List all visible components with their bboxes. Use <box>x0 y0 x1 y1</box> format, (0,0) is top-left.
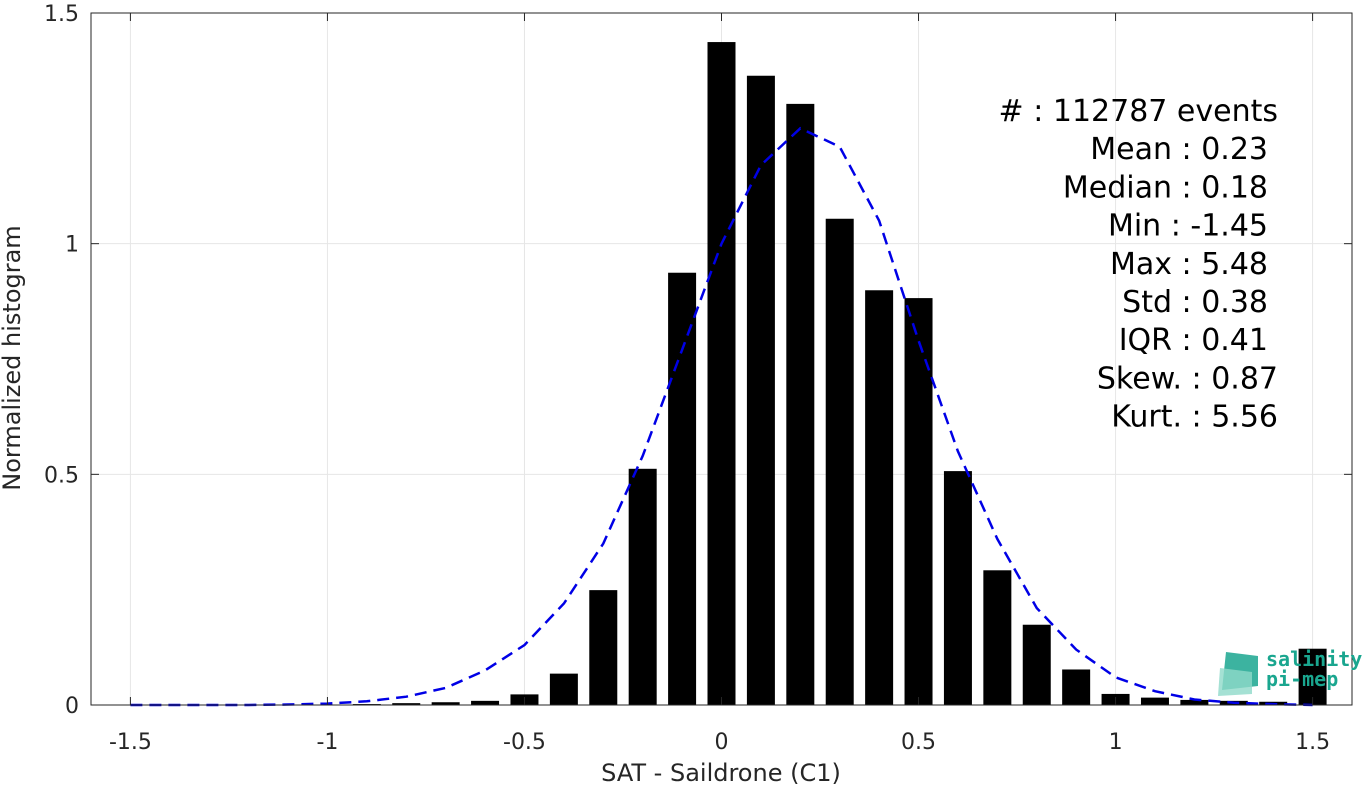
y-tick-label: 1.5 <box>44 2 79 27</box>
x-tick-label: -1.5 <box>109 730 152 755</box>
histogram-bar <box>983 570 1012 705</box>
histogram-bars <box>274 42 1327 705</box>
histogram-bar <box>392 703 421 705</box>
y-tick-label: 1 <box>65 233 79 258</box>
x-tick-label: 1 <box>1109 730 1123 755</box>
x-tick-label: 0 <box>715 730 729 755</box>
histogram-bar <box>549 673 578 705</box>
histogram-bar <box>746 75 775 705</box>
stat-line: Kurt. : 5.56 <box>1111 400 1278 435</box>
histogram-bar <box>786 103 815 705</box>
x-axis-ticks: -1.5 -1 -0.5 0 0.5 1 1.5 <box>109 13 1330 755</box>
logo-wave-icon-2 <box>1218 668 1252 696</box>
salinity-pimep-logo: salinity pi-mep <box>1218 647 1362 696</box>
stat-line: Skew. : 0.87 <box>1097 361 1278 396</box>
histogram-bar <box>707 42 736 705</box>
stat-line: # : 112787 events <box>999 94 1278 129</box>
y-tick-label: 0.5 <box>44 463 79 488</box>
y-tick-label: 0 <box>65 694 79 719</box>
logo-line-1: salinity <box>1266 647 1362 671</box>
stat-line: IQR : 0.41 <box>1119 323 1268 358</box>
histogram-bar <box>589 590 618 705</box>
histogram-bar <box>668 272 697 705</box>
histogram-bar <box>1140 697 1169 705</box>
x-tick-label: 1.5 <box>1295 730 1330 755</box>
x-tick-label: -0.5 <box>503 730 546 755</box>
stat-line: Std : 0.38 <box>1122 285 1268 320</box>
histogram-bar <box>1062 669 1091 705</box>
stat-line: Median : 0.18 <box>1063 170 1268 205</box>
x-axis-label: SAT - Saildrone (C1) <box>601 759 841 785</box>
stat-line: Min : -1.45 <box>1108 209 1268 244</box>
histogram-bar <box>825 218 854 705</box>
histogram-bar <box>431 702 460 705</box>
logo-line-2: pi-mep <box>1266 667 1338 691</box>
histogram-bar <box>1298 648 1327 705</box>
histogram-bar <box>904 298 933 705</box>
histogram-bar <box>1022 624 1051 705</box>
x-tick-label: -1 <box>316 730 338 755</box>
histogram-bar <box>1180 699 1209 705</box>
histogram-bar <box>865 290 894 705</box>
y-axis-ticks: 0 0.5 1 1.5 <box>44 2 1352 719</box>
histogram-bar <box>943 471 972 705</box>
y-axis-label: Normalized histogram <box>0 225 26 490</box>
x-tick-label: 0.5 <box>901 730 936 755</box>
histogram-bar <box>471 700 500 705</box>
stat-line: Max : 5.48 <box>1110 247 1268 282</box>
stat-line: Mean : 0.23 <box>1090 132 1268 167</box>
histogram-bar <box>628 468 657 705</box>
